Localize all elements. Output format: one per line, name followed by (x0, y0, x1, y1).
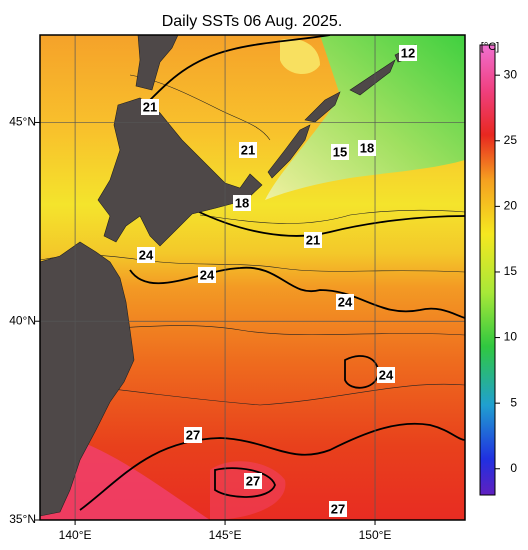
lat-tick-label: 45°N (9, 115, 36, 129)
colorbar-tick-label: 5 (510, 395, 517, 409)
lon-tick-label: 145°E (209, 528, 242, 542)
contour-label: 24 (379, 367, 394, 382)
contour-label-box (358, 140, 376, 156)
contour-label-box (141, 99, 159, 115)
lat-tick-label: 40°N (9, 313, 36, 327)
contour-label-box (239, 142, 257, 158)
sea-region (280, 38, 320, 75)
contour-label-box (329, 501, 347, 517)
colorbar-tick-label: 25 (504, 133, 518, 147)
colorbar (479, 44, 496, 496)
colorbar-tick-label: 0 (510, 461, 517, 475)
contour-label-box (137, 247, 155, 263)
lon-tick-label: 140°E (59, 528, 92, 542)
contour-label-box (244, 473, 262, 489)
cold-region (265, 35, 465, 200)
contour-label: 18 (360, 140, 374, 155)
contour-label-box (198, 267, 216, 283)
colorbar-ticks: 30 25 20 15 10 5 0 (495, 67, 517, 475)
lon-tick-label: 150°E (359, 528, 392, 542)
contour-label: 24 (200, 267, 215, 282)
contour-label: 21 (143, 99, 157, 114)
contour-label: 12 (401, 45, 415, 60)
graticule (40, 35, 465, 520)
colorbar-tick-label: 30 (504, 67, 518, 81)
lat-tick-label: 35°N (9, 512, 36, 526)
contour-label: 27 (246, 473, 260, 488)
contour-label: 18 (235, 195, 249, 210)
colorbar-tick-label: 15 (504, 264, 518, 278)
contour-label: 24 (338, 294, 353, 309)
contour-label: 27 (331, 501, 345, 516)
map-frame (39, 34, 466, 521)
colorbar-tick-label: 20 (504, 199, 518, 213)
map-area: 21 21 18 24 24 21 24 24 27 27 27 12 15 18 (40, 35, 465, 520)
contour-label: 21 (306, 232, 320, 247)
contour-label: 27 (186, 427, 200, 442)
contour-label-box (184, 427, 202, 443)
contour-labels: 21 21 18 24 24 21 24 24 27 27 27 12 15 18 (137, 45, 417, 517)
colorbar-unit: [°C] (481, 41, 499, 53)
contour-label-box (377, 367, 395, 383)
contour-label-box (399, 45, 417, 61)
contour-label: 21 (241, 142, 255, 157)
contour-label-box (233, 195, 251, 211)
contour-label: 24 (139, 247, 154, 262)
colorbar-tick-label: 10 (504, 330, 518, 344)
contour-label-box (336, 294, 354, 310)
contour-label-box (331, 144, 349, 160)
title: Daily SSTs 06 Aug. 2025. (162, 13, 343, 30)
axes: 140°E 145°E 150°E 45°N 40°N 35°N (9, 115, 391, 543)
land (40, 35, 416, 517)
contour-label-box (304, 232, 322, 248)
contour-label: 15 (333, 144, 347, 159)
